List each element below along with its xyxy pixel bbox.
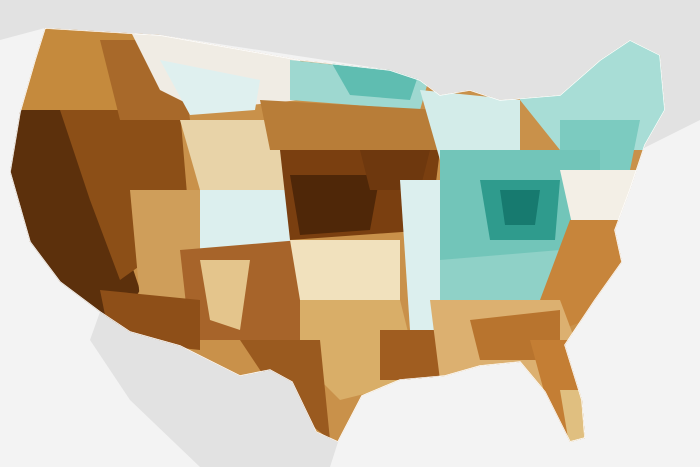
us-outline bbox=[10, 28, 665, 442]
mexico bbox=[90, 312, 338, 467]
canada bbox=[0, 0, 700, 150]
